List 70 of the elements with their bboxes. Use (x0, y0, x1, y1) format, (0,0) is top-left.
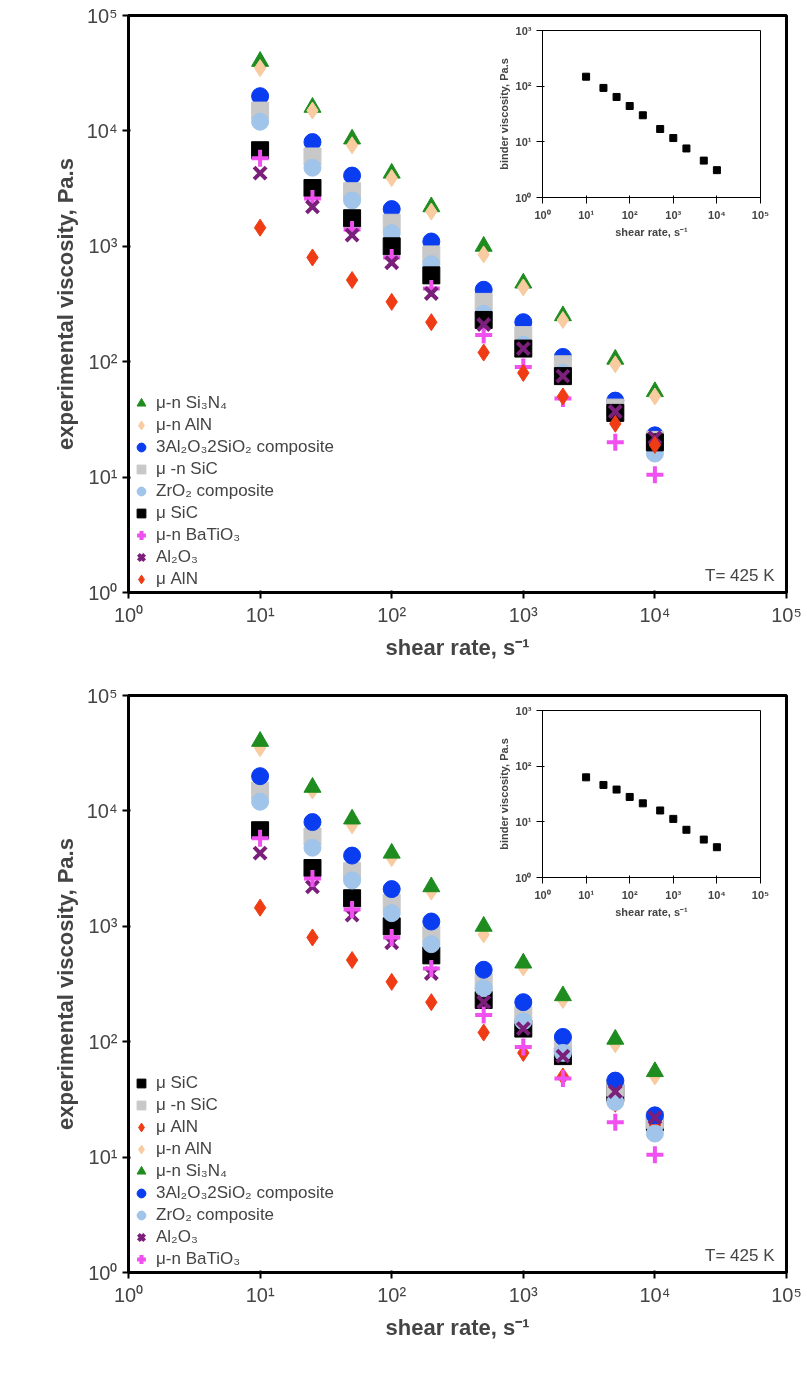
x-tick-label: 10⁴ (708, 888, 726, 901)
x-tick-label: 10⁰ (113, 1283, 144, 1306)
annotation: T= 425 K (705, 1245, 776, 1265)
y-axis-title: binder viscosity, Pa.s (498, 738, 511, 850)
legend-label: 3Al₂O₃2SiO₂ composite (156, 1183, 334, 1203)
legend-label: μ AlN (156, 1117, 198, 1137)
x-tick-label: 10³ (665, 888, 682, 901)
y-tick-label: 10⁰ (88, 581, 118, 604)
legend-label: Al₂O₃ (156, 547, 198, 567)
legend-label: 3Al₂O₃2SiO₂ composite (156, 437, 334, 457)
x-tick-label: 10⁴ (639, 603, 671, 626)
annotation: T= 425 K (705, 565, 776, 585)
y-tick-label: 10⁰ (88, 1261, 118, 1284)
x-axis-title: shear rate, s⁻¹ (385, 1314, 530, 1340)
y-tick-label: 10³ (88, 235, 118, 258)
y-tick-label: 10⁵ (86, 4, 118, 27)
y-tick-label: 10⁰ (515, 871, 532, 884)
x-tick-label: 10² (621, 208, 638, 221)
x-tick-label: 10⁰ (534, 208, 551, 221)
y-axis-title: binder viscosity, Pa.s (498, 58, 511, 170)
x-tick-label: 10⁴ (708, 208, 726, 221)
y-tick-label: 10⁴ (86, 799, 118, 822)
y-tick-label: 10² (515, 80, 532, 93)
x-axis-title: shear rate, s⁻¹ (615, 905, 689, 918)
x-tick-label: 10⁰ (113, 603, 144, 626)
x-tick-label: 10⁵ (751, 208, 770, 221)
x-tick-label: 10² (621, 888, 638, 901)
y-tick-label: 10² (515, 760, 532, 773)
x-tick-label: 10⁵ (771, 603, 802, 626)
x-tick-label: 10¹ (245, 1283, 275, 1306)
legend-label: μ AlN (156, 569, 198, 589)
legend-label: μ-n Si₃N₄ (156, 1161, 227, 1181)
x-tick-label: 10¹ (578, 208, 595, 221)
x-tick-label: 10² (377, 1283, 407, 1306)
y-tick-label: 10⁵ (86, 684, 118, 707)
y-tick-label: 10⁴ (86, 119, 118, 142)
y-tick-label: 10¹ (515, 815, 532, 828)
legend-label: μ-n AlN (156, 415, 213, 435)
y-tick-label: 10³ (515, 704, 532, 717)
legend-label: μ -n SiC (156, 1095, 218, 1115)
y-tick-label: 10³ (515, 24, 532, 37)
y-axis-title: experimental viscosity, Pa.s (52, 158, 78, 450)
legend-label: μ-n AlN (156, 1139, 213, 1159)
y-tick-label: 10¹ (88, 1146, 118, 1169)
legend-label: Al₂O₃ (156, 1227, 198, 1247)
y-tick-label: 10³ (88, 915, 118, 938)
legend-label: μ-n Si₃N₄ (156, 393, 227, 413)
x-tick-label: 10¹ (245, 603, 275, 626)
legend-label: μ SiC (156, 1073, 198, 1093)
y-tick-label: 10¹ (515, 135, 532, 148)
legend-label: μ-n BaTiO₃ (156, 525, 241, 545)
x-tick-label: 10² (377, 603, 407, 626)
legend-label: μ-n BaTiO₃ (156, 1249, 241, 1269)
x-tick-label: 10⁵ (751, 888, 770, 901)
x-axis-title: shear rate, s⁻¹ (615, 225, 689, 238)
legend-label: ZrO₂ composite (156, 1205, 275, 1225)
y-tick-label: 10² (88, 1030, 118, 1053)
x-axis-title: shear rate, s⁻¹ (385, 634, 530, 660)
legend-label: ZrO₂ composite (156, 481, 275, 501)
x-tick-label: 10⁰ (534, 888, 551, 901)
y-axis-title: experimental viscosity, Pa.s (52, 838, 78, 1130)
x-tick-label: 10³ (665, 208, 682, 221)
y-tick-label: 10⁰ (515, 191, 532, 204)
x-tick-label: 10¹ (578, 888, 595, 901)
y-tick-label: 10² (88, 350, 118, 373)
x-tick-label: 10⁴ (639, 1283, 671, 1306)
y-tick-label: 10¹ (88, 466, 118, 489)
x-tick-label: 10⁵ (771, 1283, 802, 1306)
legend-label: μ SiC (156, 503, 198, 523)
legend-label: μ -n SiC (156, 459, 218, 479)
